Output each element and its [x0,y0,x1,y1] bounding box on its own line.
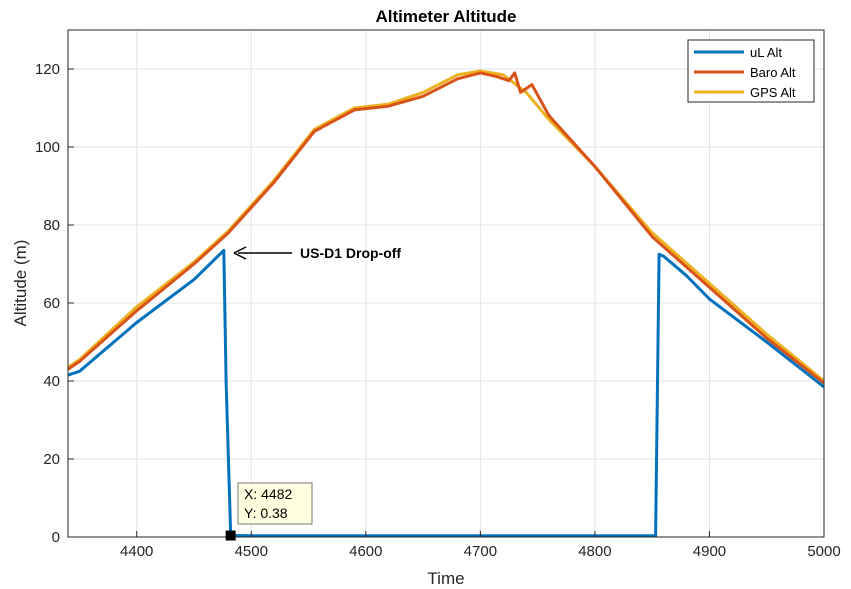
legend-label-ul-alt: uL Alt [750,45,782,60]
x-tick-label: 4700 [464,543,497,560]
y-tick-label: 40 [43,373,60,390]
plot-area [68,30,824,537]
x-tick-label: 5000 [807,543,840,560]
y-tick-label: 60 [43,295,60,312]
datatip[interactable]: X: 4482 Y: 0.38 [225,482,313,541]
legend-label-baro-alt: Baro Alt [750,65,796,80]
y-tick-label: 80 [43,217,60,234]
annotation-text: US-D1 Drop-off [300,245,401,261]
x-axis-label: Time [427,569,464,588]
tick-labels: 4400 4500 4600 4700 4800 4900 5000 0 20 40 60 80 100… [35,61,841,560]
legend: uL Alt Baro Alt GPS Alt [687,39,815,103]
drop-off-annotation: US-D1 Drop-off [233,245,401,261]
y-tick-label: 0 [52,529,60,546]
y-tick-label: 20 [43,451,60,468]
y-tick-label: 120 [35,61,60,78]
series-line-ul-alt [67,248,825,538]
plot-frame [67,29,825,538]
x-tick-label: 4900 [693,543,726,560]
x-tick-label: 4500 [235,543,268,560]
datatip-x: X: 4482 [244,486,292,502]
datatip-box [237,482,313,525]
series-line-baro-alt [67,71,825,385]
y-axis-label: Altitude (m) [11,240,30,327]
annotation-arrowhead-icon [233,246,247,260]
y-tick-label: 100 [35,139,60,156]
chart-title: Altimeter Altitude [375,7,516,26]
x-tick-label: 4600 [349,543,382,560]
x-tick-label: 4400 [120,543,153,560]
x-tick-label: 4800 [578,543,611,560]
datatip-y: Y: 0.38 [244,505,288,521]
datatip-marker[interactable] [225,530,236,541]
legend-label-gps-alt: GPS Alt [750,85,796,100]
series-group [67,69,825,538]
